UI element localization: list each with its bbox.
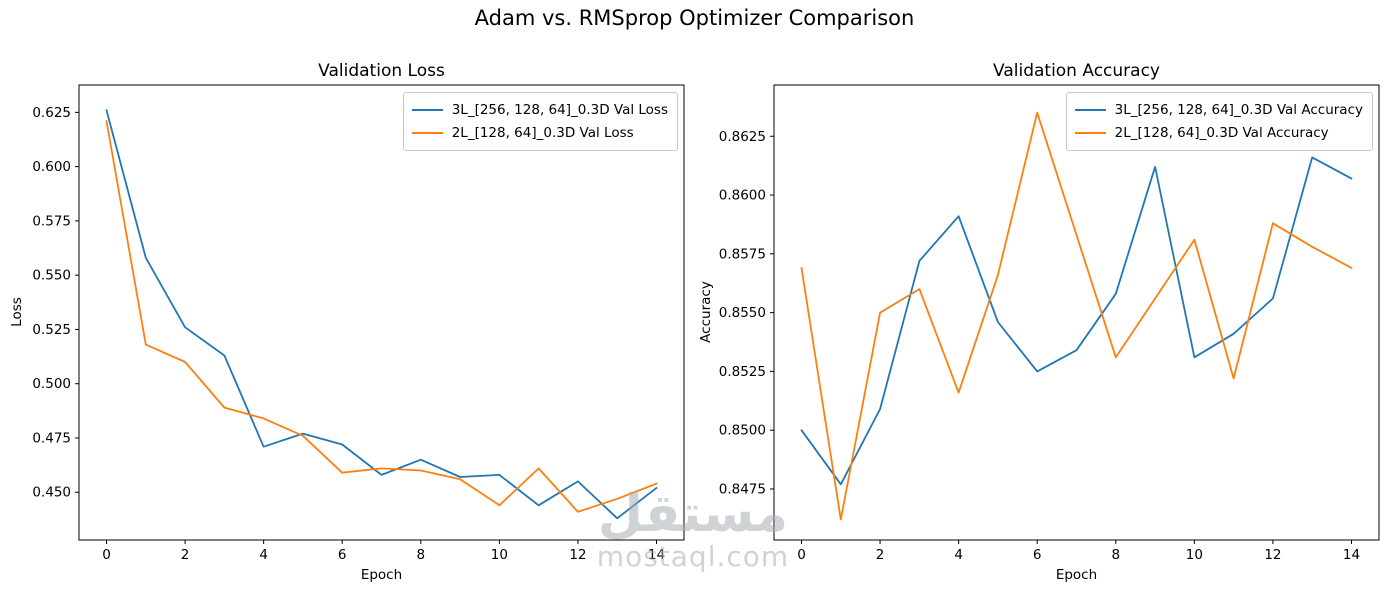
- legend-row: 3L_[256, 128, 64]_0.3D Val Accuracy: [1074, 98, 1363, 121]
- y-tick-label: 0.600: [32, 159, 71, 175]
- y-tick-label: 0.8500: [719, 423, 766, 439]
- legend-row: 2L_[128, 64]_0.3D Val Loss: [411, 121, 668, 144]
- x-tick-label: 6: [338, 547, 347, 563]
- accuracy-x-axis-label: Epoch: [1055, 567, 1098, 583]
- legend-line-sample-2l-accuracy: [1074, 131, 1106, 134]
- legend-label: 3L_[256, 128, 64]_0.3D Val Loss: [451, 101, 668, 118]
- accuracy-plot-title: Validation Accuracy: [993, 61, 1160, 81]
- series-line-1: [800, 111, 1353, 521]
- x-tick-label: 10: [1186, 547, 1203, 563]
- y-tick-label: 0.8625: [719, 129, 766, 145]
- x-tick-label: 0: [797, 547, 806, 563]
- axes-loss: 0 2 4 6 8 10 12 14 0.450 0.475 0.500 0.525 0.550 0.57…: [32, 84, 685, 563]
- x-tick-label: 8: [1111, 547, 1120, 563]
- loss-legend: 3L_[256, 128, 64]_0.3D Val Loss 2L_[128,…: [402, 92, 678, 151]
- accuracy-y-axis-label: Accuracy: [698, 281, 714, 343]
- x-tick-label: 2: [181, 547, 190, 563]
- loss-plot-title: Validation Loss: [318, 61, 445, 81]
- y-tick-label: 0.500: [32, 376, 71, 392]
- legend-label: 2L_[128, 64]_0.3D Val Loss: [451, 124, 634, 141]
- x-tick-label: 0: [102, 547, 111, 563]
- y-tick-label: 0.475: [32, 430, 71, 446]
- legend-line-sample-3l-accuracy: [1074, 108, 1106, 111]
- axes-spines: [773, 84, 1380, 541]
- x-tick-label: 14: [648, 547, 665, 563]
- x-tick-label: 4: [954, 547, 963, 563]
- series-line-1: [105, 120, 658, 513]
- x-tick-label: 10: [491, 547, 508, 563]
- y-tick-label: 0.8575: [719, 246, 766, 262]
- legend-label: 3L_[256, 128, 64]_0.3D Val Accuracy: [1114, 101, 1363, 118]
- y-tick-label: 0.575: [32, 213, 71, 229]
- series-line-0: [105, 109, 658, 520]
- y-tick-label: 0.525: [32, 322, 71, 338]
- x-tick-label: 6: [1033, 547, 1042, 563]
- y-tick-label: 0.8600: [719, 188, 766, 204]
- series-line-0: [800, 156, 1353, 486]
- y-tick-label: 0.8550: [719, 305, 766, 321]
- x-tick-label: 4: [259, 547, 268, 563]
- y-tick-label: 0.625: [32, 105, 71, 121]
- axes-accuracy: 0 2 4 6 8 10 12 14 0.8475 0.8500 0.8525 0.8550 0.857…: [719, 84, 1380, 563]
- loss-x-axis-label: Epoch: [360, 567, 403, 583]
- legend-row: 3L_[256, 128, 64]_0.3D Val Loss: [411, 98, 668, 121]
- x-tick-label: 2: [876, 547, 885, 563]
- y-tick-label: 0.8525: [719, 364, 766, 380]
- y-tick-label: 0.550: [32, 268, 71, 284]
- y-tick-label: 0.8475: [719, 481, 766, 497]
- legend-label: 2L_[128, 64]_0.3D Val Accuracy: [1114, 124, 1329, 141]
- x-tick-label: 14: [1343, 547, 1360, 563]
- x-tick-label: 12: [569, 547, 586, 563]
- figure-suptitle: Adam vs. RMSprop Optimizer Comparison: [474, 6, 915, 30]
- accuracy-legend: 3L_[256, 128, 64]_0.3D Val Accuracy 2L_[…: [1065, 92, 1373, 151]
- axes-spines: [78, 84, 685, 541]
- legend-row: 2L_[128, 64]_0.3D Val Accuracy: [1074, 121, 1363, 144]
- x-tick-label: 12: [1264, 547, 1281, 563]
- loss-y-axis-label: Loss: [9, 297, 25, 327]
- legend-line-sample-3l-loss: [411, 108, 443, 111]
- y-tick-label: 0.450: [32, 485, 71, 501]
- legend-line-sample-2l-loss: [411, 131, 443, 134]
- x-tick-label: 8: [416, 547, 425, 563]
